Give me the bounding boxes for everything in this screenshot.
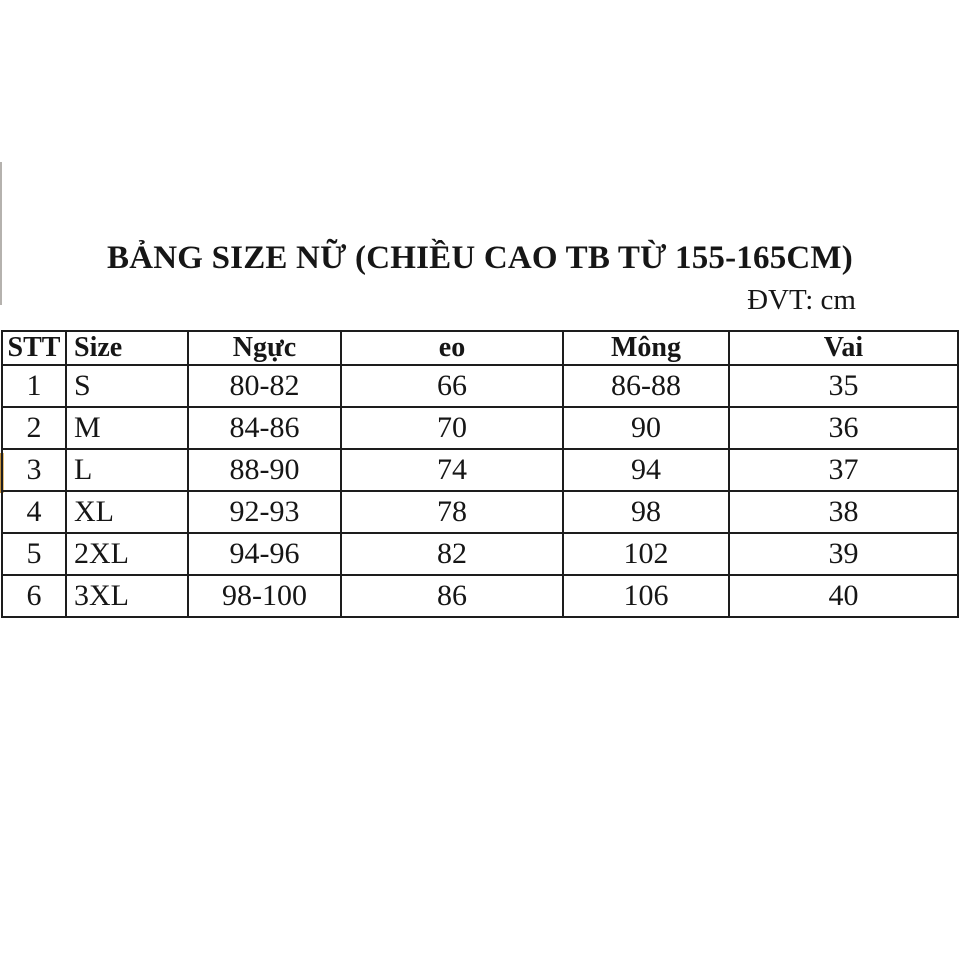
table-cell: XL [65, 490, 189, 534]
table-cell: 90 [562, 406, 730, 450]
table-cell: L [65, 448, 189, 492]
table-cell: 5 [1, 532, 67, 576]
table-cell: 40 [728, 574, 959, 618]
table-cell: 1 [1, 364, 67, 408]
table-cell: 84-86 [187, 406, 342, 450]
table-cell: 94 [562, 448, 730, 492]
column-header: Ngực [187, 330, 342, 366]
table-cell: 2XL [65, 532, 189, 576]
table-cell: 82 [340, 532, 564, 576]
unit-label: ĐVT: cm [747, 284, 856, 316]
column-header: Size [65, 330, 189, 366]
size-table-head-row: STT Size Ngực eo Mông Vai [1, 330, 959, 366]
column-header: eo [340, 330, 564, 366]
table-row: 6 3XL 98-100 86 106 40 [1, 574, 959, 618]
table-cell: 98-100 [187, 574, 342, 618]
table-row: 1 S 80-82 66 86-88 35 [1, 364, 959, 408]
table-cell: 74 [340, 448, 564, 492]
table-row: 2 M 84-86 70 90 36 [1, 406, 959, 450]
table-cell: 3XL [65, 574, 189, 618]
table-cell: 98 [562, 490, 730, 534]
table-cell: 80-82 [187, 364, 342, 408]
table-cell: 94-96 [187, 532, 342, 576]
column-header: STT [1, 330, 67, 366]
table-row: 5 2XL 94-96 82 102 39 [1, 532, 959, 576]
table-cell: 92-93 [187, 490, 342, 534]
table-cell: 3 [1, 448, 67, 492]
page-title: BẢNG SIZE NỮ (CHIỀU CAO TB TỪ 155-165CM) [107, 240, 853, 276]
table-cell: 37 [728, 448, 959, 492]
table-cell: 35 [728, 364, 959, 408]
size-table-body: 1 S 80-82 66 86-88 35 2 M 84-86 70 90 36 3 L 88-90 74 94… [1, 364, 959, 618]
table-cell: 38 [728, 490, 959, 534]
table-cell: 86 [340, 574, 564, 618]
column-header: Vai [728, 330, 959, 366]
left-edge-crop-line [0, 162, 2, 305]
table-cell: 4 [1, 490, 67, 534]
table-cell: 6 [1, 574, 67, 618]
table-cell: S [65, 364, 189, 408]
table-cell: 39 [728, 532, 959, 576]
table-cell: 106 [562, 574, 730, 618]
size-table: STT Size Ngực eo Mông Vai 1 S 80-82 66 86-88 35 2 M 8… [1, 330, 959, 618]
table-row: 4 XL 92-93 78 98 38 [1, 490, 959, 534]
table-cell: 102 [562, 532, 730, 576]
table-cell: 78 [340, 490, 564, 534]
table-cell: 86-88 [562, 364, 730, 408]
table-cell: 2 [1, 406, 67, 450]
table-cell: 66 [340, 364, 564, 408]
table-cell: M [65, 406, 189, 450]
table-row: 3 L 88-90 74 94 37 [1, 448, 959, 492]
column-header: Mông [562, 330, 730, 366]
table-cell: 88-90 [187, 448, 342, 492]
table-cell: 70 [340, 406, 564, 450]
table-cell: 36 [728, 406, 959, 450]
